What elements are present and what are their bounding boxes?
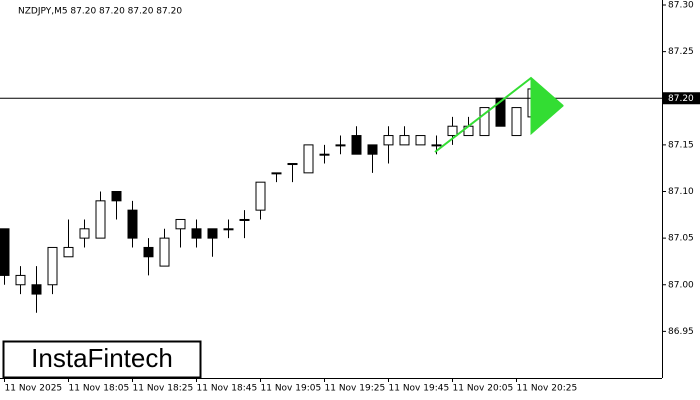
x-tick-label: 11 Nov 18:05 xyxy=(69,384,130,394)
candle-body xyxy=(111,191,122,202)
candle-body xyxy=(271,172,282,175)
candle-body xyxy=(383,135,394,146)
candle-body xyxy=(143,246,154,258)
candle-body xyxy=(239,218,250,221)
chart-title: NZDJPY,M5 87.20 87.20 87.20 87.20 xyxy=(18,7,182,17)
x-tick-label: 11 Nov 19:45 xyxy=(389,384,450,394)
x-tick-label: 11 Nov 19:25 xyxy=(325,384,386,394)
candle-body xyxy=(255,181,266,211)
candle-body xyxy=(303,144,314,174)
y-tick-label: 87.00 xyxy=(668,280,694,290)
y-tick-label: 87.15 xyxy=(668,140,694,150)
candle-body xyxy=(159,237,170,267)
candle-body xyxy=(479,107,490,137)
x-tick-label: 11 Nov 18:45 xyxy=(197,384,258,394)
candle-body xyxy=(223,228,234,231)
price-label-box xyxy=(663,92,700,105)
candle-body xyxy=(0,228,10,276)
candle-body xyxy=(175,218,186,230)
candle-body xyxy=(207,228,218,239)
candle-body xyxy=(447,125,458,137)
x-tick-label: 11 Nov 18:25 xyxy=(133,384,194,394)
candle-body xyxy=(335,144,346,147)
candle-body xyxy=(287,163,298,166)
x-tick-label: 11 Nov 20:05 xyxy=(453,384,514,394)
candle-body xyxy=(127,209,138,239)
y-tick-label: 87.10 xyxy=(668,187,694,197)
y-tick-label: 87.25 xyxy=(668,47,694,57)
logo-box xyxy=(2,340,202,379)
y-tick-label: 87.05 xyxy=(668,234,694,244)
candle-body xyxy=(63,246,74,258)
candle-body xyxy=(79,228,90,239)
candle-body xyxy=(31,284,42,295)
x-tick-label: 11 Nov 20:25 xyxy=(517,384,578,394)
candle-body xyxy=(511,107,522,137)
candle-body xyxy=(399,135,410,146)
candle-body xyxy=(415,135,426,146)
candle-body xyxy=(351,135,362,155)
y-tick-label: 87.30 xyxy=(668,1,694,11)
price-label: 87.20 xyxy=(668,94,694,104)
candle-body xyxy=(319,153,330,156)
logo: InstaFintech xyxy=(31,343,173,373)
x-tick-label: 11 Nov 19:05 xyxy=(261,384,322,394)
candle-body xyxy=(191,228,202,239)
candle-body xyxy=(95,200,106,239)
candle-body xyxy=(15,274,26,286)
candle-body xyxy=(367,144,378,155)
x-tick-label: 11 Nov 2025 xyxy=(5,384,63,394)
candle-body xyxy=(47,246,58,286)
y-tick-label: 86.95 xyxy=(668,327,694,337)
candle-body xyxy=(431,144,442,147)
pattern-flag xyxy=(530,76,564,136)
